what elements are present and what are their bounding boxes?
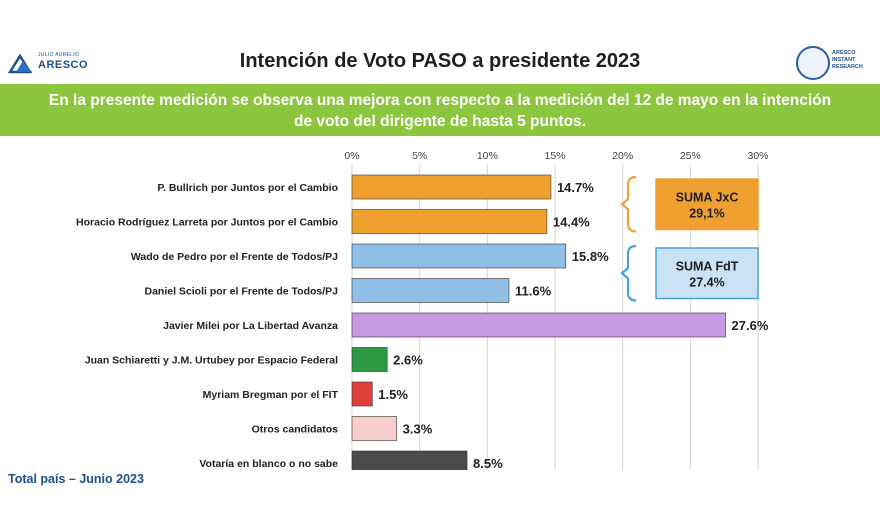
x-tick-label: 20%: [612, 150, 633, 162]
bar: [351, 209, 548, 234]
bar: [351, 450, 468, 470]
data-label: 14.4%: [553, 215, 590, 230]
category-label: Votaría en blanco o no sabe: [199, 458, 338, 470]
aresco-instant-research-logo: ARESCO INSTANT RESEARCH: [796, 44, 868, 84]
data-label: 27.6%: [732, 318, 769, 333]
category-label: Myriam Bregman por el FIT: [203, 389, 339, 401]
x-tick-label: 15%: [544, 150, 565, 162]
banner-text: En la presente medición se observa una m…: [48, 92, 832, 130]
annotation-value: 27.4%: [689, 275, 724, 289]
logo-right-line-1: ARESCO: [832, 50, 856, 56]
category-label: Otros candidatos: [252, 424, 339, 436]
bar: [351, 312, 726, 338]
globe-icon: [796, 46, 830, 80]
category-label: Juan Schiaretti y J.M. Urtubey por Espac…: [85, 355, 338, 367]
logo-left-small-text: JULIO AURELIO: [38, 52, 80, 58]
annotation-box: [655, 178, 759, 231]
aresco-logo: JULIO AURELIO ARESCO: [8, 46, 98, 86]
footer-note: Total país – Junio 2023: [8, 472, 144, 486]
data-label: 2.6%: [393, 353, 423, 368]
logo-left-brand-text: ARESCO: [38, 59, 89, 71]
annotation-bracket: [620, 244, 637, 302]
category-label: Wado de Pedro por el Frente de Todos/PJ: [131, 251, 338, 263]
logo-right-line-2: INSTANT: [832, 57, 856, 63]
bar: [351, 347, 388, 372]
aresco-mountain-icon: [8, 53, 33, 74]
annotation-box: [655, 247, 759, 300]
data-label: 14.7%: [557, 180, 594, 195]
annotation-value: 29,1%: [689, 206, 724, 220]
bar: [351, 174, 552, 200]
bar: [351, 381, 373, 407]
x-tick-label: 30%: [747, 150, 768, 162]
bar: [351, 243, 567, 269]
data-label: 8.5%: [473, 456, 503, 470]
category-label: P. Bullrich por Juntos por el Cambio: [157, 182, 338, 194]
annotation-label: SUMA FdT: [676, 259, 739, 273]
x-tick-label: 0%: [344, 150, 359, 162]
logo-right-line-3: RESEARCH: [832, 64, 863, 70]
x-tick-label: 10%: [477, 150, 498, 162]
x-tick-label: 5%: [412, 150, 427, 162]
category-label: Daniel Scioli por el Frente de Todos/PJ: [144, 286, 338, 298]
data-label: 1.5%: [378, 387, 408, 402]
bar: [351, 416, 397, 441]
category-label: Horacio Rodríguez Larreta por Juntos por…: [76, 217, 338, 229]
vote-intention-bar-chart: 0% 5% 10% 15% 20% 25% 30% P. Bullrich por Junto…: [76, 150, 769, 470]
data-label: 3.3%: [403, 422, 433, 437]
data-label: 15.8%: [572, 249, 609, 264]
x-tick-label: 25%: [680, 150, 701, 162]
summary-banner: En la presente medición se observa una m…: [0, 84, 880, 136]
annotation-bracket: [620, 175, 637, 233]
bar: [351, 278, 510, 303]
category-label: Javier Milei por La Libertad Avanza: [163, 320, 338, 332]
page-title: Intención de Voto PASO a presidente 2023: [239, 50, 641, 72]
annotation-label: SUMA JxC: [676, 190, 739, 204]
data-label: 11.6%: [515, 284, 552, 299]
